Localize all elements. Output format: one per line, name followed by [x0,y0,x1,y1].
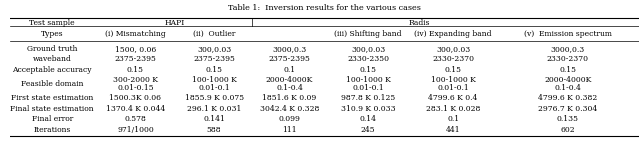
Text: 1370.4 K 0.044: 1370.4 K 0.044 [106,105,165,113]
Text: HAPI: HAPI [164,19,185,27]
Text: 0.15: 0.15 [360,66,377,74]
Text: 0.1-0.4: 0.1-0.4 [554,84,581,92]
Text: (iii) Shifting band: (iii) Shifting band [335,30,402,38]
Text: 0.15: 0.15 [559,66,577,74]
Text: 0.1: 0.1 [284,66,296,74]
Text: 2330-2370: 2330-2370 [432,55,474,63]
Text: 2000-4000K: 2000-4000K [544,76,591,84]
Text: waveband: waveband [33,55,72,63]
Text: 1855.9 K 0.075: 1855.9 K 0.075 [184,94,244,102]
Text: 0.141: 0.141 [203,115,225,123]
Text: 3000,0.3: 3000,0.3 [273,45,307,53]
Text: 296.1 K 0.031: 296.1 K 0.031 [187,105,241,113]
Text: Feasible domain: Feasible domain [21,80,83,88]
Text: 0.01-0.1: 0.01-0.1 [198,84,230,92]
Text: 100-1000 K: 100-1000 K [431,76,476,84]
Text: Iterations: Iterations [33,126,71,134]
Text: 3000,0.3: 3000,0.3 [551,45,585,53]
Text: 300-2000 K: 300-2000 K [113,76,158,84]
Text: Ground truth: Ground truth [27,45,77,53]
Text: 0.01-0.15: 0.01-0.15 [117,84,154,92]
Text: 300,0.03: 300,0.03 [197,45,231,53]
Text: 0.1: 0.1 [447,115,459,123]
Text: 2330-2350: 2330-2350 [347,55,389,63]
Text: 2375-2395: 2375-2395 [193,55,235,63]
Text: (iv) Expanding band: (iv) Expanding band [414,30,492,38]
Text: 971/1000: 971/1000 [117,126,154,134]
Text: Acceptable accuracy: Acceptable accuracy [12,66,92,74]
Text: 0.099: 0.099 [278,115,301,123]
Text: 1851.6 K 0.09: 1851.6 K 0.09 [262,94,317,102]
Text: 1500.3K 0.06: 1500.3K 0.06 [109,94,161,102]
Text: Radis: Radis [409,19,431,27]
Text: 245: 245 [361,126,376,134]
Text: First state estimation: First state estimation [11,94,93,102]
Text: 2375-2395: 2375-2395 [269,55,310,63]
Text: Test sample: Test sample [29,19,75,27]
Text: 0.15: 0.15 [445,66,461,74]
Text: 2330-2370: 2330-2370 [547,55,589,63]
Text: 0.01-0.1: 0.01-0.1 [352,84,384,92]
Text: 310.9 K 0.033: 310.9 K 0.033 [341,105,396,113]
Text: 300,0.03: 300,0.03 [351,45,385,53]
Text: 283.1 K 0.028: 283.1 K 0.028 [426,105,480,113]
Text: 4799.6 K 0.4: 4799.6 K 0.4 [428,94,478,102]
Text: 100-1000 K: 100-1000 K [346,76,390,84]
Text: 111: 111 [282,126,297,134]
Text: 602: 602 [561,126,575,134]
Text: 300,0.03: 300,0.03 [436,45,470,53]
Text: Types: Types [41,30,63,38]
Text: 987.8 K 0.125: 987.8 K 0.125 [341,94,396,102]
Text: 441: 441 [446,126,460,134]
Text: 0.578: 0.578 [125,115,147,123]
Text: Table 1:  Inversion results for the various cases: Table 1: Inversion results for the vario… [228,4,420,12]
Text: 0.15: 0.15 [127,66,144,74]
Text: 2000-4000K: 2000-4000K [266,76,313,84]
Text: Final state estimation: Final state estimation [10,105,94,113]
Text: (v)  Emission spectrum: (v) Emission spectrum [524,30,612,38]
Text: (ii)  Outlier: (ii) Outlier [193,30,236,38]
Text: (i) Mismatching: (i) Mismatching [105,30,166,38]
Text: 0.1-0.4: 0.1-0.4 [276,84,303,92]
Text: 2976.7 K 0.304: 2976.7 K 0.304 [538,105,598,113]
Text: 1500, 0.06: 1500, 0.06 [115,45,156,53]
Text: 100-1000 K: 100-1000 K [191,76,237,84]
Text: 3042.4 K 0.328: 3042.4 K 0.328 [260,105,319,113]
Text: 588: 588 [207,126,221,134]
Text: 4799.6 K 0.382: 4799.6 K 0.382 [538,94,598,102]
Text: 0.15: 0.15 [205,66,223,74]
Text: Final error: Final error [31,115,73,123]
Text: 0.14: 0.14 [360,115,377,123]
Text: 2375-2395: 2375-2395 [115,55,156,63]
Text: 0.135: 0.135 [557,115,579,123]
Text: 0.01-0.1: 0.01-0.1 [437,84,469,92]
